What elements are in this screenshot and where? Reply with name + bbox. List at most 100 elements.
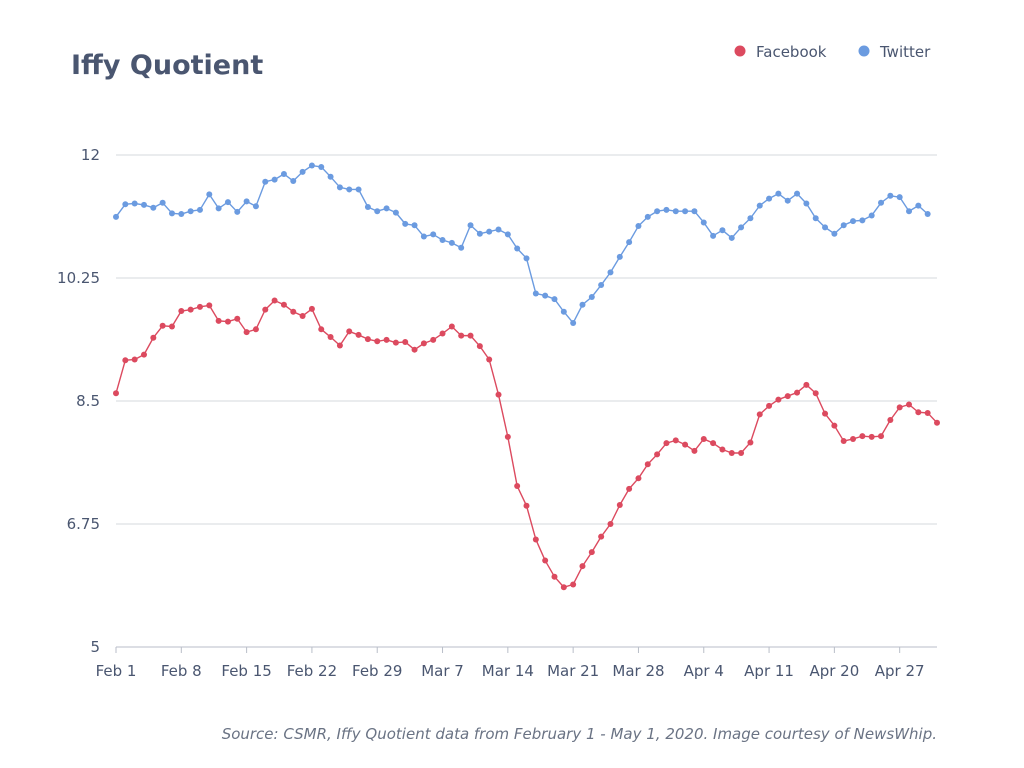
data-point-twitter: [691, 208, 698, 215]
data-point-twitter: [887, 192, 894, 199]
x-tick-label: Mar 7: [421, 662, 464, 680]
data-point-facebook: [850, 435, 857, 442]
data-point-twitter: [598, 282, 605, 289]
data-point-twitter: [402, 220, 409, 227]
data-point-facebook: [206, 302, 213, 309]
data-point-twitter: [682, 208, 689, 215]
legend-label-twitter: Twitter: [879, 43, 931, 61]
source-note: Source: CSMR, Iffy Quotient data from Fe…: [222, 725, 937, 743]
data-point-facebook: [924, 409, 931, 416]
data-point-facebook: [710, 440, 717, 447]
data-point-facebook: [915, 409, 922, 416]
data-point-facebook: [523, 502, 530, 509]
data-point-facebook: [411, 346, 418, 353]
data-point-facebook: [859, 433, 866, 440]
data-point-facebook: [616, 502, 623, 509]
data-point-twitter: [420, 233, 427, 240]
data-point-twitter: [448, 239, 455, 246]
data-point-facebook: [467, 332, 474, 339]
data-point-facebook: [234, 315, 241, 322]
data-point-twitter: [738, 224, 745, 231]
data-point-twitter: [290, 178, 297, 185]
data-point-twitter: [906, 208, 913, 215]
data-point-facebook: [150, 334, 157, 341]
data-point-facebook: [560, 584, 567, 591]
data-point-twitter: [514, 245, 521, 252]
data-point-facebook: [476, 343, 483, 350]
data-point-twitter: [196, 206, 203, 213]
data-point-facebook: [327, 334, 334, 341]
data-point-facebook: [635, 475, 642, 482]
data-point-facebook: [766, 402, 773, 409]
data-point-facebook: [196, 303, 203, 310]
data-point-twitter: [710, 232, 717, 239]
data-point-twitter: [215, 205, 222, 212]
data-point-facebook: [168, 323, 175, 330]
data-point-twitter: [728, 234, 735, 241]
data-point-facebook: [504, 433, 511, 440]
data-point-twitter: [131, 200, 138, 207]
series-line-facebook: [115, 299, 938, 588]
data-point-facebook: [672, 437, 679, 444]
data-point-facebook: [887, 416, 894, 423]
data-point-twitter: [812, 215, 819, 222]
data-point-twitter: [532, 290, 539, 297]
data-point-facebook: [532, 536, 539, 543]
data-point-facebook: [131, 356, 138, 363]
plot-area: [113, 162, 940, 591]
data-point-twitter: [868, 212, 875, 219]
data-point-twitter: [206, 191, 213, 198]
data-point-twitter: [150, 204, 157, 211]
y-tick-label: 8.5: [76, 392, 100, 410]
x-tick-label: Feb 8: [161, 662, 202, 680]
data-point-twitter: [458, 244, 465, 251]
series-facebook: [113, 297, 940, 591]
data-point-facebook: [682, 441, 689, 448]
data-point-twitter: [439, 237, 446, 244]
data-point-twitter: [178, 211, 185, 218]
x-tick-label: Mar 21: [547, 662, 599, 680]
data-point-facebook: [290, 308, 297, 315]
data-point-facebook: [607, 521, 614, 527]
data-point-facebook: [663, 440, 670, 447]
data-point-twitter: [859, 217, 866, 224]
data-point-twitter: [822, 224, 829, 231]
data-point-twitter: [374, 208, 381, 215]
data-point-facebook: [187, 306, 194, 313]
legend: Facebook Twitter: [734, 43, 931, 61]
data-point-facebook: [318, 326, 325, 333]
data-point-facebook: [831, 422, 838, 429]
data-point-facebook: [243, 329, 250, 336]
data-point-facebook: [896, 404, 903, 411]
data-point-facebook: [252, 326, 259, 333]
data-point-twitter: [644, 213, 651, 220]
data-point-twitter: [504, 231, 511, 238]
data-point-twitter: [280, 170, 287, 177]
x-tick-label: Mar 28: [612, 662, 664, 680]
data-point-twitter: [635, 222, 642, 229]
data-point-facebook: [588, 549, 595, 556]
data-point-facebook: [159, 322, 166, 329]
data-point-facebook: [878, 433, 885, 440]
data-point-twitter: [560, 308, 567, 315]
data-point-facebook: [579, 563, 586, 570]
data-point-facebook: [514, 483, 521, 490]
data-point-facebook: [336, 342, 343, 349]
data-point-facebook: [570, 581, 577, 588]
data-point-twitter: [271, 176, 278, 183]
data-point-facebook: [262, 306, 269, 313]
data-point-twitter: [234, 208, 241, 215]
y-tick-label: 10.25: [57, 269, 100, 287]
data-point-facebook: [551, 573, 558, 580]
data-point-facebook: [215, 317, 222, 324]
data-point-facebook: [486, 356, 493, 363]
data-point-twitter: [756, 202, 763, 209]
data-point-twitter: [784, 197, 791, 204]
data-point-twitter: [700, 219, 707, 226]
data-point-twitter: [766, 195, 773, 202]
data-point-facebook: [934, 419, 940, 426]
data-point-twitter: [252, 203, 259, 210]
data-point-facebook: [420, 340, 427, 347]
data-point-twitter: [803, 200, 810, 207]
